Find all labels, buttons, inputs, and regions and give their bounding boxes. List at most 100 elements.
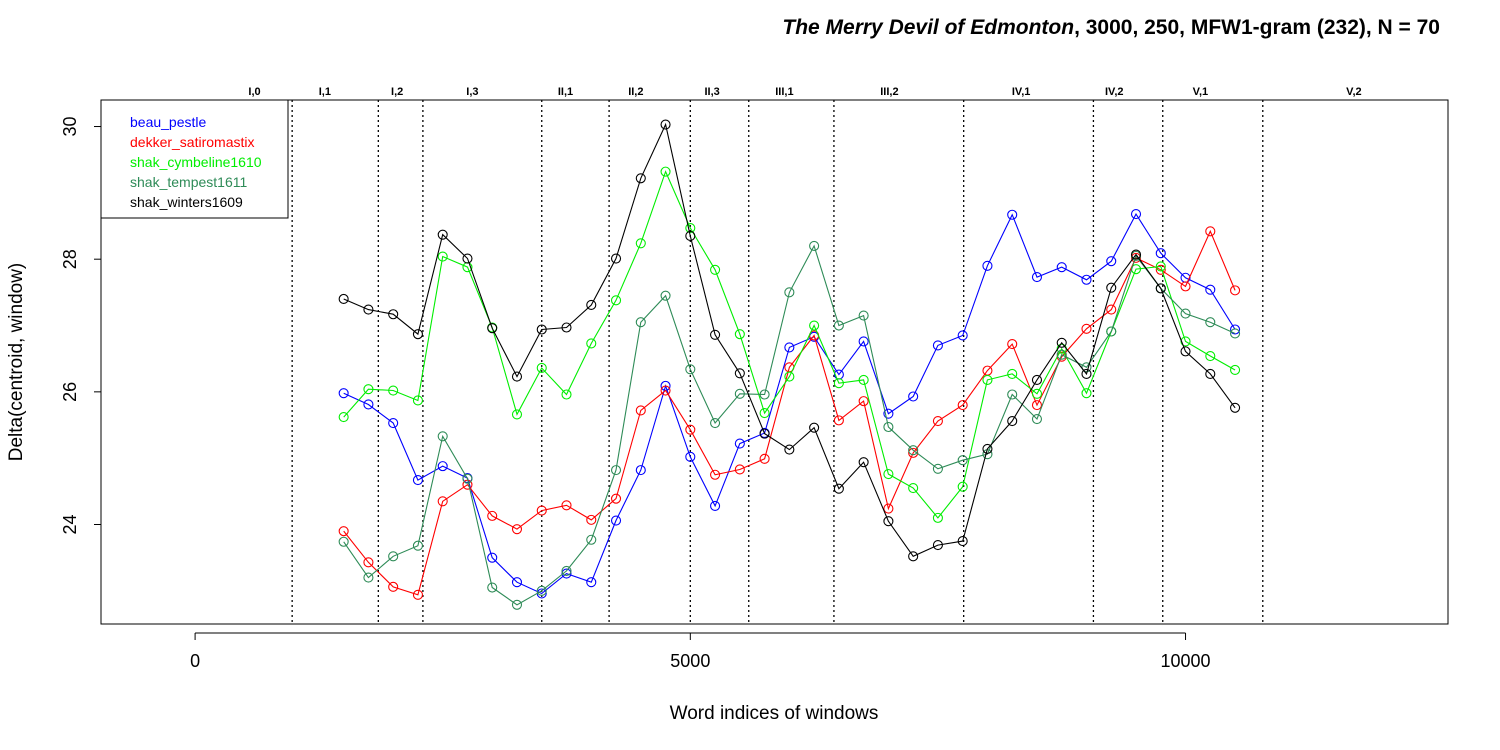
data-point	[561, 389, 572, 400]
data-point	[536, 324, 547, 335]
x-tick-label: 5000	[670, 651, 710, 671]
data-point	[1205, 284, 1216, 295]
series-line	[343, 170, 1236, 519]
legend-entry: dekker_satiromastix	[130, 134, 255, 150]
data-point	[635, 238, 646, 249]
data-point	[1155, 283, 1166, 294]
data-point	[1130, 249, 1142, 260]
data-point	[858, 310, 869, 321]
data-point	[685, 451, 696, 462]
data-point	[437, 496, 448, 507]
data-point	[586, 299, 597, 311]
data-point	[363, 557, 374, 568]
data-point	[388, 309, 399, 320]
data-point	[338, 388, 349, 399]
legend-entry: shak_winters1609	[130, 194, 243, 210]
data-point	[635, 173, 646, 184]
data-point	[1031, 374, 1043, 385]
data-point	[858, 374, 869, 385]
data-point	[784, 342, 795, 353]
data-point	[1031, 413, 1043, 425]
data-point	[511, 409, 523, 420]
act-label: IV,2	[1105, 86, 1124, 98]
data-point	[1205, 350, 1216, 362]
data-point	[363, 399, 374, 410]
data-point	[1205, 226, 1216, 237]
y-tick-label: 28	[60, 249, 80, 269]
act-label: IV,1	[1012, 86, 1031, 98]
y-tick-label: 30	[60, 117, 80, 137]
data-point	[734, 329, 745, 340]
data-point	[809, 240, 820, 251]
data-point	[1230, 402, 1241, 413]
data-point	[957, 330, 968, 341]
data-point	[1106, 326, 1117, 337]
data-point	[809, 422, 820, 433]
act-label: II,1	[558, 86, 573, 98]
data-point	[1230, 285, 1241, 296]
act-label: I,3	[466, 86, 478, 98]
data-point	[1106, 282, 1117, 293]
series-dekker_satiromastix	[338, 226, 1241, 600]
series-shak_tempest1611	[338, 240, 1241, 610]
chart-title: The Merry Devil of Edmonton, 3000, 250, …	[782, 16, 1440, 39]
data-point	[338, 536, 349, 547]
data-point	[586, 534, 597, 545]
act-label: V,1	[1193, 86, 1209, 98]
data-point	[1031, 400, 1043, 411]
data-point	[1007, 415, 1018, 427]
data-point	[908, 551, 919, 562]
data-point	[685, 222, 696, 234]
data-point	[883, 421, 894, 433]
data-point	[610, 295, 622, 306]
data-point	[1056, 262, 1067, 273]
data-point	[759, 389, 770, 400]
data-point	[1081, 388, 1092, 399]
data-point	[908, 447, 919, 458]
data-point	[487, 552, 498, 563]
data-point	[784, 371, 795, 382]
data-point	[710, 264, 721, 275]
act-label: I,2	[391, 86, 403, 98]
data-point	[437, 461, 448, 472]
data-point	[536, 585, 547, 596]
data-point	[1007, 389, 1018, 400]
data-point	[561, 322, 572, 333]
data-point	[833, 415, 844, 426]
data-point	[338, 526, 349, 537]
data-point	[1180, 308, 1191, 319]
data-point	[412, 540, 423, 551]
y-axis: 24 26 28 30	[60, 117, 102, 535]
act-label: II,2	[628, 86, 643, 98]
data-point	[586, 514, 597, 525]
series-shak_cymbeline1610	[338, 166, 1241, 523]
data-point	[363, 572, 374, 583]
data-point	[1205, 317, 1216, 328]
data-point	[586, 338, 597, 349]
data-point	[660, 385, 671, 396]
data-point	[957, 536, 968, 547]
data-point	[685, 424, 696, 435]
data-point	[487, 323, 498, 334]
data-point	[437, 431, 448, 442]
data-point	[610, 465, 622, 476]
data-point	[363, 384, 374, 395]
series-beau_pestle	[338, 209, 1241, 599]
data-point	[908, 482, 919, 494]
x-axis-label: Word indices of windows	[670, 703, 879, 724]
data-point	[932, 512, 943, 523]
data-point	[511, 524, 523, 535]
data-point	[957, 400, 968, 411]
y-tick-label: 24	[60, 514, 80, 534]
data-point	[982, 374, 993, 385]
data-point	[511, 371, 523, 382]
data-point	[1081, 274, 1092, 285]
x-axis: 0 5000 10000	[190, 632, 1211, 671]
data-point	[660, 119, 671, 130]
act-label: II,3	[704, 86, 719, 98]
data-point	[536, 362, 547, 374]
data-point	[734, 388, 745, 399]
data-point	[412, 329, 423, 340]
data-point	[388, 417, 399, 429]
data-point	[412, 589, 423, 600]
